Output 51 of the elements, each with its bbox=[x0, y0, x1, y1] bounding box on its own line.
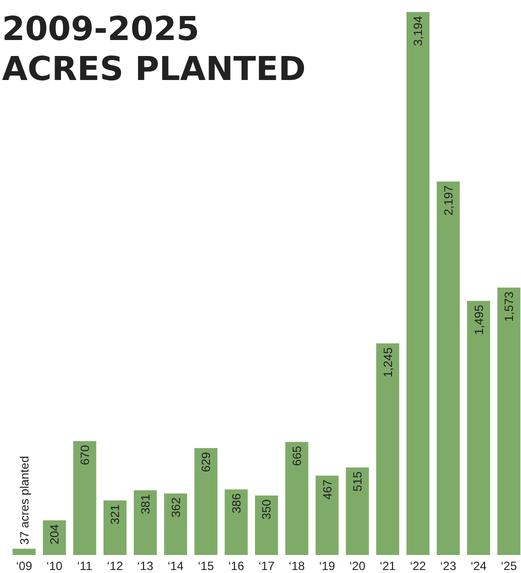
bar bbox=[194, 448, 218, 555]
data-label: 386 bbox=[229, 493, 244, 514]
data-label: 1,495 bbox=[472, 304, 486, 335]
x-tick-label: ‘25 bbox=[500, 559, 518, 573]
x-tick-label: ‘16 bbox=[228, 559, 245, 573]
data-label: 467 bbox=[320, 479, 334, 500]
bar bbox=[467, 300, 490, 555]
data-label: 204 bbox=[48, 524, 62, 544]
bar bbox=[497, 288, 520, 555]
bar bbox=[73, 441, 96, 555]
data-label: 2,197 bbox=[441, 185, 456, 216]
bar bbox=[285, 442, 308, 555]
x-tick-label: ‘13 bbox=[137, 559, 154, 573]
x-tick-label: ‘18 bbox=[288, 559, 306, 573]
bar bbox=[316, 476, 339, 555]
data-label: 381 bbox=[138, 494, 153, 514]
bar bbox=[436, 181, 460, 555]
x-tick-label: ‘19 bbox=[319, 559, 336, 573]
data-label: 1,573 bbox=[502, 291, 516, 322]
bar bbox=[164, 493, 188, 555]
x-tick-label: ‘21 bbox=[380, 559, 396, 573]
data-label: 670 bbox=[78, 444, 92, 466]
bar bbox=[406, 12, 430, 555]
bar bbox=[224, 489, 248, 555]
data-label: 362 bbox=[168, 497, 183, 518]
data-label: 37 acres planted bbox=[17, 456, 32, 545]
data-label: 665 bbox=[290, 446, 304, 466]
data-label: 629 bbox=[199, 452, 214, 472]
data-label: 350 bbox=[260, 499, 274, 520]
x-tick-label: ‘12 bbox=[107, 559, 124, 573]
x-tick-label: ‘24 bbox=[470, 559, 487, 573]
bar bbox=[346, 467, 369, 555]
bar bbox=[134, 490, 157, 555]
x-tick-label: ‘11 bbox=[77, 559, 93, 573]
x-tick-label: ‘20 bbox=[349, 559, 366, 573]
data-label: 3,194 bbox=[411, 16, 426, 46]
bar bbox=[104, 500, 127, 555]
x-tick-label: ‘23 bbox=[440, 559, 457, 573]
x-tick-label: ‘10 bbox=[46, 559, 63, 573]
data-label: 1,245 bbox=[380, 347, 395, 378]
x-tick-label: ‘17 bbox=[258, 559, 275, 573]
bar bbox=[12, 548, 36, 555]
x-tick-label: ‘15 bbox=[198, 559, 214, 573]
x-tick-label: ‘22 bbox=[410, 559, 426, 573]
bar bbox=[376, 343, 400, 555]
x-tick-label: ‘14 bbox=[168, 559, 184, 573]
data-label: 321 bbox=[108, 504, 122, 524]
text: 2009-2025 ACRES PLANTED bbox=[2, 9, 306, 88]
x-tick-label: ‘09 bbox=[16, 559, 32, 573]
data-label: 515 bbox=[350, 471, 365, 492]
bar bbox=[254, 496, 278, 555]
